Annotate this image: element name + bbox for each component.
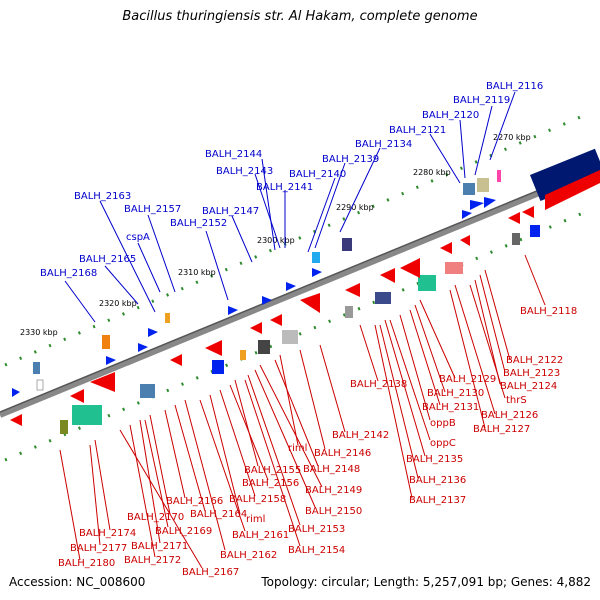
gene-label[interactable]: BALH_2150: [305, 506, 362, 517]
gene-label[interactable]: BALH_2127: [473, 424, 530, 435]
gene-label[interactable]: BALH_2152: [170, 218, 227, 229]
gene-label[interactable]: BALH_2172: [124, 555, 181, 566]
gene-label[interactable]: BALH_2155: [244, 465, 301, 476]
gene-label[interactable]: BALH_2147: [202, 206, 259, 217]
gene-label[interactable]: BALH_2119: [453, 95, 510, 106]
gene-label[interactable]: BALH_2171: [131, 541, 188, 552]
gene-label[interactable]: BALH_2170: [127, 512, 184, 523]
gene-label[interactable]: BALH_2163: [74, 191, 131, 202]
gene-label[interactable]: BALH_2143: [216, 166, 273, 177]
tick-label: 2330 kbp: [20, 328, 58, 337]
gene-label[interactable]: BALH_2174: [79, 528, 136, 539]
gene-label[interactable]: BALH_2135: [406, 454, 463, 465]
gene-label[interactable]: oppB: [430, 418, 456, 429]
gene-label[interactable]: BALH_2120: [422, 110, 479, 121]
tick-label: 2270 kbp: [493, 133, 531, 142]
lower-leader-lines: [59, 254, 546, 569]
gene-label[interactable]: BALH_2126: [481, 410, 538, 421]
gene-label[interactable]: BALH_2141: [256, 182, 313, 193]
gene-label[interactable]: BALH_2116: [486, 81, 543, 92]
tick-label: 2290 kbp: [336, 203, 374, 212]
gene-label[interactable]: BALH_2124: [500, 381, 557, 392]
upper-scale-dots: [4, 113, 586, 367]
gene-label[interactable]: BALH_2162: [220, 550, 277, 561]
gene-label[interactable]: BALH_2134: [355, 139, 412, 150]
gene-label[interactable]: BALH_2142: [332, 430, 389, 441]
gene-label[interactable]: BALH_2129: [439, 374, 496, 385]
lower-strand-genes: [10, 148, 600, 434]
gene-label[interactable]: BALH_2167: [182, 567, 239, 578]
gene-label[interactable]: BALH_2164: [190, 509, 247, 520]
gene-label[interactable]: BALH_2168: [40, 268, 97, 279]
upper-leader-lines: [64, 91, 516, 323]
tick-label: 2310 kbp: [178, 268, 216, 277]
gene-label[interactable]: BALH_2139: [322, 154, 379, 165]
genome-backbone-edge: [0, 164, 600, 413]
gene-label[interactable]: BALH_2121: [389, 125, 446, 136]
genome-summary-text: Topology: circular; Length: 5,257,091 bp…: [261, 575, 591, 589]
gene-label[interactable]: BALH_2137: [409, 495, 466, 506]
gene-label[interactable]: BALH_2177: [70, 543, 127, 554]
tick-label: 2320 kbp: [99, 299, 137, 308]
gene-label[interactable]: BALH_2154: [288, 545, 345, 556]
gene-label[interactable]: BALH_2123: [503, 368, 560, 379]
gene-label[interactable]: BALH_2136: [409, 475, 466, 486]
upper-strand-genes: [12, 170, 501, 397]
gene-label[interactable]: BALH_2140: [289, 169, 346, 180]
gene-label[interactable]: BALH_2180: [58, 558, 115, 569]
gene-label[interactable]: BALH_2169: [155, 526, 212, 537]
accession-text: Accession: NC_008600: [9, 575, 146, 589]
gene-label[interactable]: BALH_2122: [506, 355, 563, 366]
genome-title: Bacillus thuringiensis str. Al Hakam, co…: [122, 9, 478, 24]
gene-label[interactable]: BALH_2161: [232, 530, 289, 541]
gene-label[interactable]: BALH_2166: [166, 496, 223, 507]
gene-label[interactable]: BALH_2130: [427, 388, 484, 399]
tick-label: 2280 kbp: [413, 168, 451, 177]
gene-label[interactable]: BALH_2165: [79, 254, 136, 265]
gene-label[interactable]: oppC: [430, 438, 456, 449]
gene-label[interactable]: BALH_2131: [422, 402, 479, 413]
gene-label[interactable]: BALH_2156: [242, 478, 299, 489]
gene-label[interactable]: BALH_2118: [520, 306, 577, 317]
gene-label[interactable]: BALH_2157: [124, 204, 181, 215]
gene-label[interactable]: riml: [288, 443, 307, 454]
tick-label: 2300 kbp: [257, 236, 295, 245]
gene-label[interactable]: riml: [246, 514, 265, 525]
gene-label[interactable]: thrS: [506, 395, 527, 406]
gene-label[interactable]: BALH_2149: [305, 485, 362, 496]
gene-label[interactable]: BALH_2153: [288, 524, 345, 535]
gene-label[interactable]: cspA: [126, 232, 150, 243]
genome-backbone: [0, 165, 600, 418]
gene-label[interactable]: BALH_2158: [229, 494, 286, 505]
gene-label[interactable]: BALH_2146: [314, 448, 371, 459]
gene-label[interactable]: BALH_2144: [205, 149, 262, 160]
gene-label[interactable]: BALH_2138: [350, 379, 407, 390]
gene-label[interactable]: BALH_2148: [303, 464, 360, 475]
